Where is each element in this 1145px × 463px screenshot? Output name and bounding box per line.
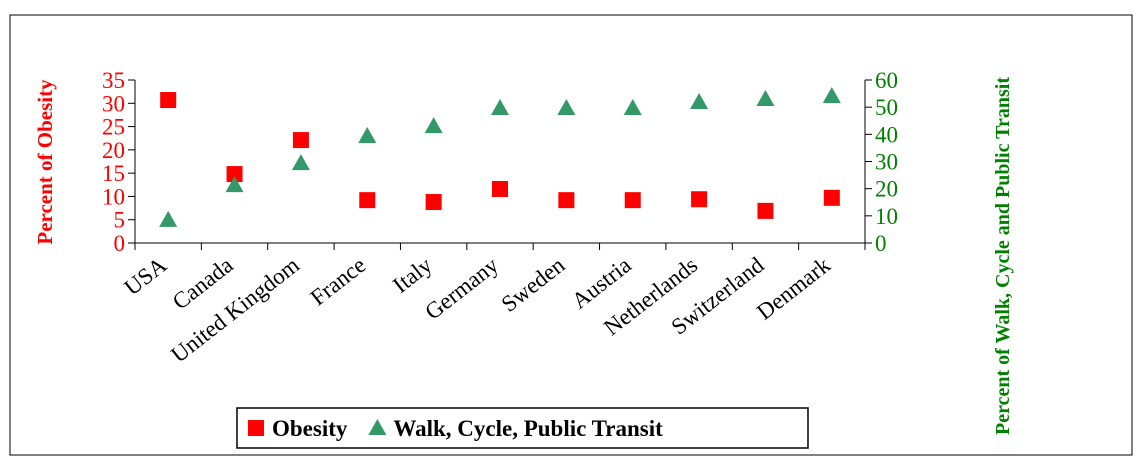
data-point: [690, 93, 709, 110]
data-point: [756, 90, 775, 107]
legend-box: [236, 407, 809, 449]
legend-label: Obesity: [272, 416, 348, 441]
y2-tick-label: 0: [875, 231, 887, 256]
y-tick-label: 10: [102, 184, 125, 209]
data-point: [225, 176, 244, 193]
data-point: [691, 191, 708, 208]
data-point: [624, 192, 641, 209]
y-tick-label: 0: [114, 231, 126, 256]
data-point: [248, 420, 264, 436]
y2-tick-label: 60: [875, 68, 898, 93]
y-tick-label: 15: [102, 161, 125, 186]
data-point: [492, 180, 508, 197]
y-tick-label: 5: [114, 208, 126, 233]
data-point: [160, 92, 177, 109]
data-point: [424, 117, 443, 134]
data-point: [292, 132, 309, 149]
data-point: [823, 189, 840, 206]
y-tick-label: 30: [102, 91, 125, 116]
legend-label: Walk, Cycle, Public Transit: [393, 416, 663, 441]
data-point: [558, 192, 575, 209]
data-point: [359, 192, 376, 209]
data-point: [623, 98, 642, 115]
data-point: [291, 154, 310, 171]
y2-tick-label: 20: [875, 177, 898, 202]
y-tick-label: 20: [102, 138, 125, 163]
data-point: [358, 126, 377, 143]
y-tick-label: 25: [102, 115, 125, 140]
data-point: [425, 194, 442, 211]
y2-axis-title: Percent of Walk, Cycle and Public Transi…: [992, 77, 1014, 435]
chart-border: [9, 14, 1133, 456]
data-point: [159, 210, 178, 227]
y-tick-label: 35: [102, 68, 125, 93]
data-point: [226, 166, 243, 183]
y2-tick-label: 50: [875, 95, 898, 120]
y-axis-title: Percent of Obesity: [33, 79, 57, 245]
data-point: [557, 98, 576, 115]
data-point: [757, 202, 774, 219]
data-point: [368, 419, 387, 435]
data-point: [491, 98, 509, 115]
y2-tick-label: 40: [875, 122, 898, 147]
y2-tick-label: 30: [875, 150, 898, 175]
data-point: [822, 87, 841, 104]
y2-tick-label: 10: [875, 204, 898, 229]
